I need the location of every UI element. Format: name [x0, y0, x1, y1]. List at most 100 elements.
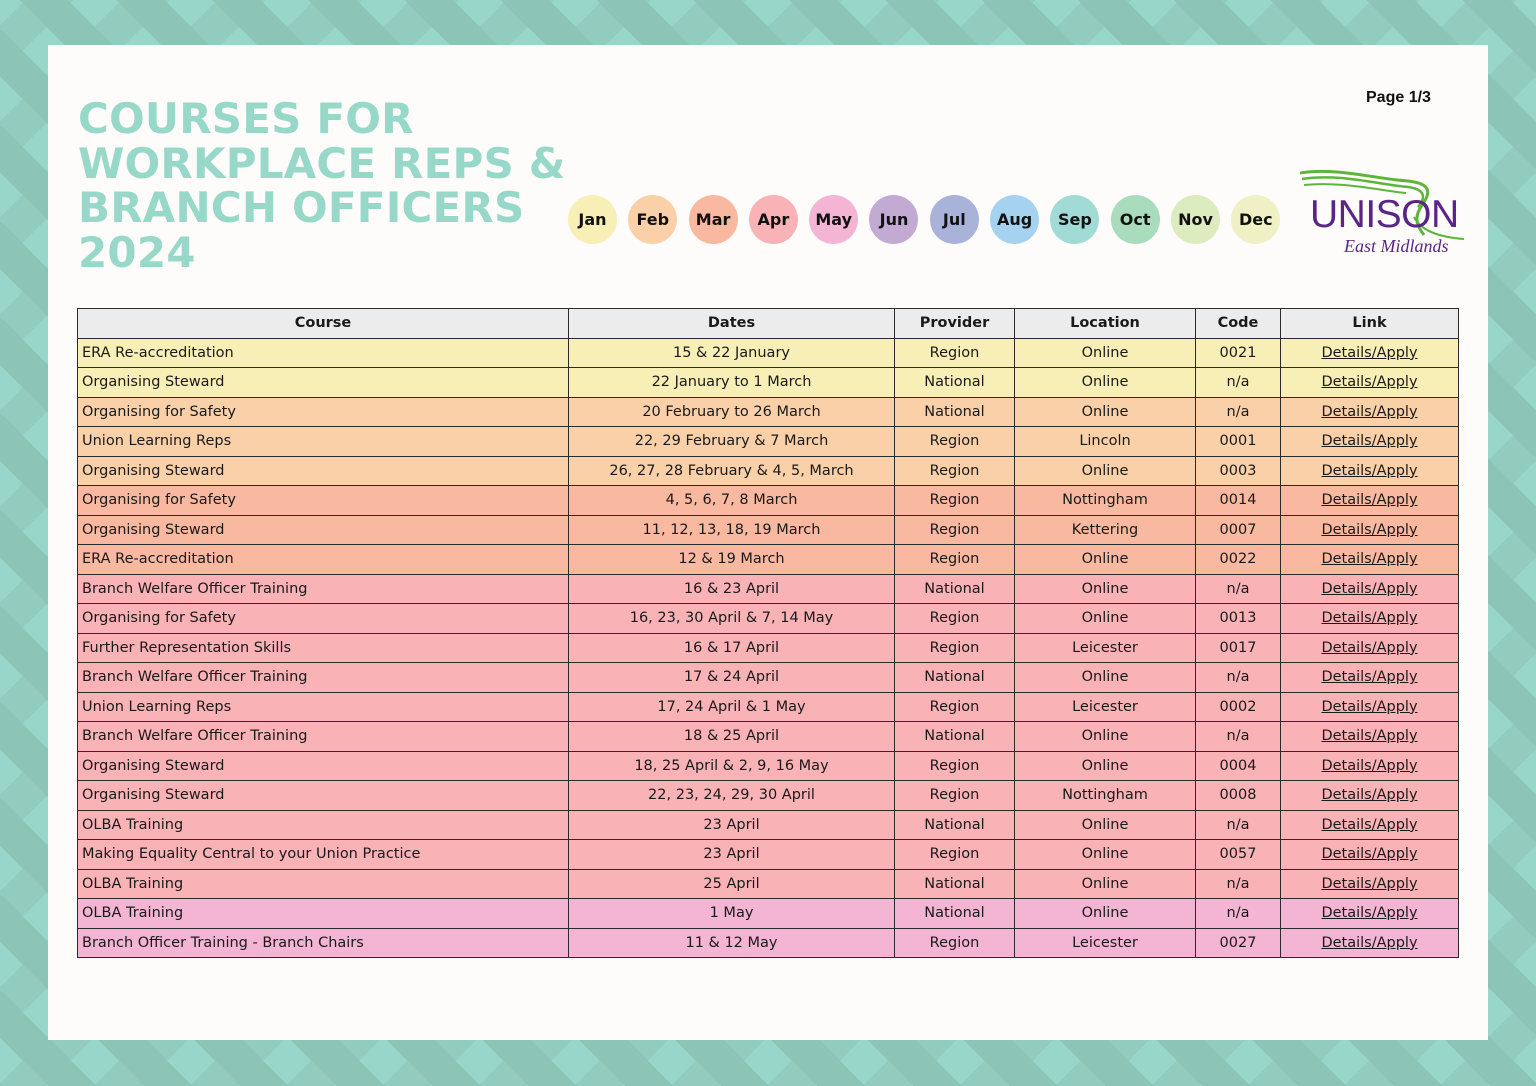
cell-course: OLBA Training	[77, 868, 569, 899]
cell-location: Online	[1014, 898, 1196, 929]
cell-code: 0008	[1195, 780, 1281, 811]
cell-course: Organising Steward	[77, 514, 569, 545]
column-header-provider: Provider	[894, 308, 1015, 339]
table-row: Organising Steward 18, 25 April & 2, 9, 1…	[77, 750, 1459, 781]
details-apply-link[interactable]: Details/Apply	[1321, 639, 1418, 656]
table-row: Further Representation Skills 16 & 17 Apr…	[77, 632, 1459, 663]
cell-code: 0014	[1195, 485, 1281, 516]
details-apply-link[interactable]: Details/Apply	[1321, 403, 1418, 420]
cell-course: ERA Re-accreditation	[77, 544, 569, 575]
courses-table: Course Dates Provider Location Code Link…	[77, 308, 1459, 958]
details-apply-link[interactable]: Details/Apply	[1321, 787, 1418, 804]
details-apply-link[interactable]: Details/Apply	[1321, 462, 1418, 479]
cell-dates: 22, 29 February & 7 March	[568, 426, 895, 457]
cell-code: 0001	[1195, 426, 1281, 457]
cell-code: n/a	[1195, 898, 1281, 929]
cell-provider: Region	[894, 632, 1015, 663]
cell-provider: Region	[894, 927, 1015, 958]
cell-code: n/a	[1195, 573, 1281, 604]
details-apply-link[interactable]: Details/Apply	[1321, 492, 1418, 509]
cell-provider: Region	[894, 780, 1015, 811]
cell-link: Details/Apply	[1280, 396, 1459, 427]
cell-dates: 22, 23, 24, 29, 30 April	[568, 780, 895, 811]
details-apply-link[interactable]: Details/Apply	[1321, 344, 1418, 361]
cell-provider: National	[894, 367, 1015, 398]
details-apply-link[interactable]: Details/Apply	[1321, 374, 1418, 391]
cell-location: Online	[1014, 809, 1196, 840]
cell-course: Organising Steward	[77, 455, 569, 486]
cell-code: 0017	[1195, 632, 1281, 663]
cell-dates: 11 & 12 May	[568, 927, 895, 958]
cell-link: Details/Apply	[1280, 691, 1459, 722]
cell-code: n/a	[1195, 396, 1281, 427]
cell-course: Organising for Safety	[77, 485, 569, 516]
table-row: Organising Steward 22 January to 1 March N…	[77, 367, 1459, 398]
cell-dates: 18, 25 April & 2, 9, 16 May	[568, 750, 895, 781]
cell-provider: National	[894, 809, 1015, 840]
details-apply-link[interactable]: Details/Apply	[1321, 934, 1418, 951]
cell-link: Details/Apply	[1280, 868, 1459, 899]
details-apply-link[interactable]: Details/Apply	[1321, 905, 1418, 922]
cell-code: 0003	[1195, 455, 1281, 486]
cell-dates: 25 April	[568, 868, 895, 899]
table-row: Branch Welfare Officer Training 18 & 25 A…	[77, 721, 1459, 752]
cell-link: Details/Apply	[1280, 573, 1459, 604]
cell-link: Details/Apply	[1280, 662, 1459, 693]
cell-course: Union Learning Reps	[77, 426, 569, 457]
cell-code: n/a	[1195, 721, 1281, 752]
table-row: Organising for Safety 16, 23, 30 April & …	[77, 603, 1459, 634]
course-schedule-card: COURSES FOR WORKPLACE REPS & BRANCH OFFI…	[48, 45, 1488, 1040]
month-legend: Jan Feb Mar Apr May Jun Jul Aug Sep Oct Nov Dec	[568, 195, 1281, 244]
details-apply-link[interactable]: Details/Apply	[1321, 846, 1418, 863]
details-apply-link[interactable]: Details/Apply	[1321, 728, 1418, 745]
logo-wordmark: UNISON	[1310, 193, 1459, 236]
month-badge-may: May	[809, 195, 859, 244]
logo-swoosh-icon	[1299, 169, 1465, 240]
cell-dates: 22 January to 1 March	[568, 367, 895, 398]
cell-dates: 12 & 19 March	[568, 544, 895, 575]
cell-code: 0022	[1195, 544, 1281, 575]
cell-location: Nottingham	[1014, 485, 1196, 516]
cell-code: n/a	[1195, 367, 1281, 398]
cell-location: Nottingham	[1014, 780, 1196, 811]
details-apply-link[interactable]: Details/Apply	[1321, 875, 1418, 892]
cell-provider: National	[894, 898, 1015, 929]
details-apply-link[interactable]: Details/Apply	[1321, 521, 1418, 538]
cell-code: n/a	[1195, 662, 1281, 693]
cell-dates: 16 & 23 April	[568, 573, 895, 604]
cell-course: Branch Welfare Officer Training	[77, 721, 569, 752]
details-apply-link[interactable]: Details/Apply	[1321, 551, 1418, 568]
cell-course: ERA Re-accreditation	[77, 337, 569, 368]
details-apply-link[interactable]: Details/Apply	[1321, 669, 1418, 686]
column-header-course: Course	[77, 308, 569, 339]
cell-dates: 23 April	[568, 839, 895, 870]
cell-course: Organising for Safety	[77, 603, 569, 634]
cell-code: 0002	[1195, 691, 1281, 722]
cell-location: Online	[1014, 544, 1196, 575]
details-apply-link[interactable]: Details/Apply	[1321, 698, 1418, 715]
cell-location: Kettering	[1014, 514, 1196, 545]
cell-link: Details/Apply	[1280, 780, 1459, 811]
cell-dates: 18 & 25 April	[568, 721, 895, 752]
cell-dates: 15 & 22 January	[568, 337, 895, 368]
month-badge-sep: Sep	[1050, 195, 1100, 244]
cell-course: Organising for Safety	[77, 396, 569, 427]
cell-code: 0027	[1195, 927, 1281, 958]
cell-link: Details/Apply	[1280, 426, 1459, 457]
cell-location: Online	[1014, 337, 1196, 368]
details-apply-link[interactable]: Details/Apply	[1321, 757, 1418, 774]
cell-link: Details/Apply	[1280, 367, 1459, 398]
details-apply-link[interactable]: Details/Apply	[1321, 580, 1418, 597]
table-row: Organising Steward 22, 23, 24, 29, 30 Apr…	[77, 780, 1459, 811]
month-badge-oct: Oct	[1110, 195, 1160, 244]
details-apply-link[interactable]: Details/Apply	[1321, 816, 1418, 833]
month-badge-jul: Jul	[929, 195, 979, 244]
details-apply-link[interactable]: Details/Apply	[1321, 433, 1418, 450]
cell-dates: 17, 24 April & 1 May	[568, 691, 895, 722]
cell-location: Online	[1014, 367, 1196, 398]
month-badge-aug: Aug	[990, 195, 1040, 244]
cell-course: Branch Officer Training - Branch Chairs	[77, 927, 569, 958]
details-apply-link[interactable]: Details/Apply	[1321, 610, 1418, 627]
cell-location: Online	[1014, 839, 1196, 870]
cell-course: Organising Steward	[77, 367, 569, 398]
